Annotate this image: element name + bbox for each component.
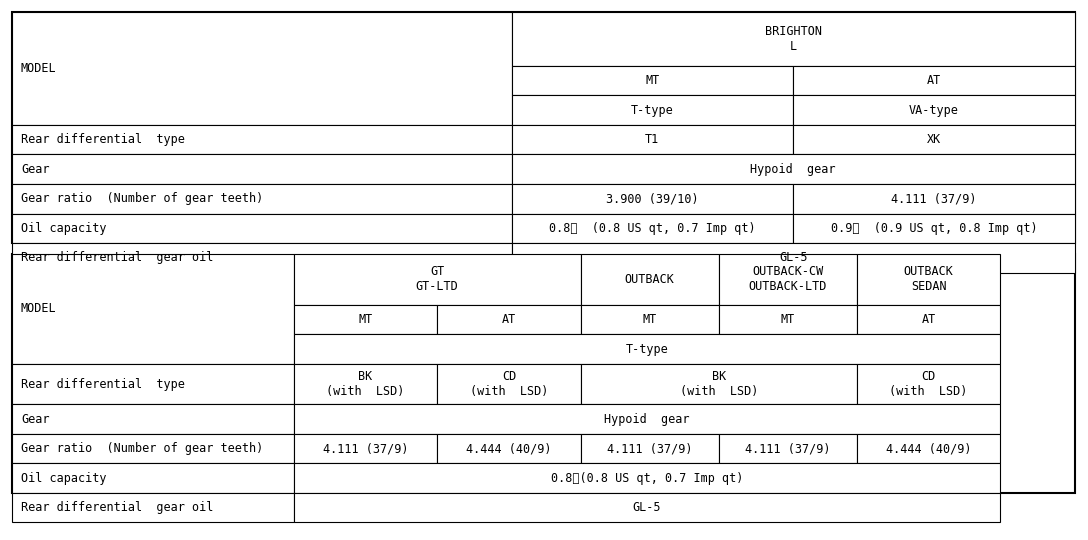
Text: VA-type: VA-type xyxy=(908,104,959,117)
Bar xyxy=(437,364,581,404)
Text: GL-5: GL-5 xyxy=(633,501,662,514)
Bar xyxy=(793,66,1075,96)
Bar xyxy=(12,184,511,214)
Text: Hypoid  gear: Hypoid gear xyxy=(604,413,690,426)
Text: GL-5: GL-5 xyxy=(779,252,807,265)
Text: AT: AT xyxy=(927,74,941,87)
Text: Oil capacity: Oil capacity xyxy=(21,222,107,235)
Bar xyxy=(581,254,719,305)
Text: Rear differential  gear oil: Rear differential gear oil xyxy=(21,501,213,514)
Bar xyxy=(511,125,793,154)
Text: 0.8ℓ(0.8 US qt, 0.7 Imp qt): 0.8ℓ(0.8 US qt, 0.7 Imp qt) xyxy=(551,471,743,485)
Bar xyxy=(294,404,1000,434)
Text: 4.111 (37/9): 4.111 (37/9) xyxy=(891,192,977,205)
Bar xyxy=(294,493,1000,523)
Bar xyxy=(793,96,1075,125)
Text: AT: AT xyxy=(922,313,936,326)
Bar xyxy=(12,12,511,125)
Text: Rear differential  gear oil: Rear differential gear oil xyxy=(21,252,213,265)
Bar xyxy=(857,254,1000,305)
Bar xyxy=(719,434,857,463)
Bar xyxy=(12,364,294,404)
Text: 4.111 (37/9): 4.111 (37/9) xyxy=(323,442,408,455)
Bar xyxy=(511,214,793,243)
Bar xyxy=(294,305,437,334)
Text: OUTBACK-CW
OUTBACK-LTD: OUTBACK-CW OUTBACK-LTD xyxy=(749,265,827,293)
Text: 4.111 (37/9): 4.111 (37/9) xyxy=(607,442,692,455)
Bar xyxy=(437,434,581,463)
Bar xyxy=(12,404,294,434)
Text: Gear ratio  (Number of gear teeth): Gear ratio (Number of gear teeth) xyxy=(21,442,263,455)
Text: XK: XK xyxy=(927,133,941,146)
Text: BK
(with  LSD): BK (with LSD) xyxy=(680,370,758,398)
Text: Rear differential  type: Rear differential type xyxy=(21,377,185,390)
Text: CD
(with  LSD): CD (with LSD) xyxy=(470,370,548,398)
Text: Hypoid  gear: Hypoid gear xyxy=(751,163,836,176)
Bar xyxy=(793,184,1075,214)
Bar xyxy=(857,434,1000,463)
Text: OUTBACK
SEDAN: OUTBACK SEDAN xyxy=(904,265,953,293)
Bar xyxy=(294,254,581,305)
Text: MT: MT xyxy=(358,313,372,326)
Bar xyxy=(12,463,294,493)
Bar xyxy=(294,334,1000,364)
Bar xyxy=(857,305,1000,334)
Bar xyxy=(511,66,793,96)
Text: MT: MT xyxy=(645,74,659,87)
Bar xyxy=(793,214,1075,243)
Bar xyxy=(511,154,1075,184)
Bar xyxy=(511,12,1075,66)
Text: MODEL: MODEL xyxy=(21,62,57,75)
Text: 4.444 (40/9): 4.444 (40/9) xyxy=(886,442,972,455)
Bar xyxy=(12,243,511,273)
Text: CD
(with  LSD): CD (with LSD) xyxy=(889,370,968,398)
Text: 4.444 (40/9): 4.444 (40/9) xyxy=(466,442,552,455)
Text: OUTBACK: OUTBACK xyxy=(625,273,675,286)
Text: MT: MT xyxy=(781,313,795,326)
Text: T1: T1 xyxy=(645,133,659,146)
Text: BRIGHTON
L: BRIGHTON L xyxy=(765,25,821,53)
Bar xyxy=(12,254,294,364)
Bar xyxy=(511,96,793,125)
Bar xyxy=(12,12,1075,243)
Text: GT
GT-LTD: GT GT-LTD xyxy=(416,265,458,293)
Text: 4.111 (37/9): 4.111 (37/9) xyxy=(745,442,830,455)
Bar xyxy=(719,305,857,334)
Bar xyxy=(12,214,511,243)
Bar xyxy=(793,125,1075,154)
Text: T-type: T-type xyxy=(631,104,673,117)
Text: 3.900 (39/10): 3.900 (39/10) xyxy=(606,192,698,205)
Bar xyxy=(581,434,719,463)
Bar xyxy=(294,463,1000,493)
Text: MT: MT xyxy=(643,313,657,326)
Bar xyxy=(12,434,294,463)
Text: T-type: T-type xyxy=(626,343,668,356)
Bar xyxy=(12,154,511,184)
Text: Gear: Gear xyxy=(21,163,49,176)
Text: 0.8ℓ  (0.8 US qt, 0.7 Imp qt): 0.8ℓ (0.8 US qt, 0.7 Imp qt) xyxy=(549,222,756,235)
Bar xyxy=(437,305,581,334)
Text: AT: AT xyxy=(502,313,516,326)
Text: 0.9ℓ  (0.9 US qt, 0.8 Imp qt): 0.9ℓ (0.9 US qt, 0.8 Imp qt) xyxy=(830,222,1037,235)
Bar xyxy=(12,125,511,154)
Text: Rear differential  type: Rear differential type xyxy=(21,133,185,146)
Text: BK
(with  LSD): BK (with LSD) xyxy=(326,370,405,398)
Bar xyxy=(719,254,857,305)
Bar xyxy=(857,364,1000,404)
Bar xyxy=(511,184,793,214)
Bar xyxy=(511,243,1075,273)
Bar xyxy=(294,364,437,404)
Text: Gear: Gear xyxy=(21,413,49,426)
Bar xyxy=(12,493,294,523)
Text: Oil capacity: Oil capacity xyxy=(21,471,107,485)
Text: Gear ratio  (Number of gear teeth): Gear ratio (Number of gear teeth) xyxy=(21,192,263,205)
Bar xyxy=(294,434,437,463)
Bar xyxy=(581,305,719,334)
Text: MODEL: MODEL xyxy=(21,302,57,315)
Bar xyxy=(12,254,1075,493)
Bar xyxy=(581,364,857,404)
